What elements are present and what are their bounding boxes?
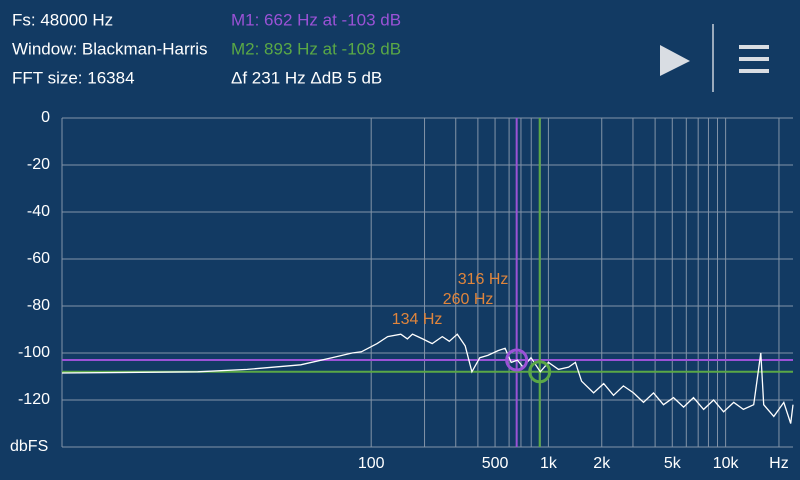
delta-readout: Δf 231 Hz ΔdB 5 dB <box>231 68 382 87</box>
menu-icon-bar[interactable] <box>739 45 769 49</box>
peak-label: 316 Hz <box>458 271 509 288</box>
fft-size-readout: FFT size: 16384 <box>12 68 135 87</box>
x-tick-label: 5k <box>664 455 682 472</box>
menu-icon-bar[interactable] <box>739 57 769 61</box>
peak-label: 134 Hz <box>392 311 443 328</box>
peak-label: 260 Hz <box>443 291 494 308</box>
y-tick-label: -120 <box>18 391 50 408</box>
x-tick-label: 100 <box>358 455 385 472</box>
marker-circle <box>528 360 552 384</box>
x-tick-label: 10k <box>713 455 740 472</box>
x-tick-label: Hz <box>769 455 789 472</box>
y-tick-label: -80 <box>27 297 50 314</box>
x-tick-label: 2k <box>593 455 611 472</box>
y-tick-label: -40 <box>27 203 50 220</box>
x-tick-label: 500 <box>482 455 509 472</box>
window-readout: Window: Blackman-Harris <box>12 39 208 58</box>
y-axis-label: dbFS <box>10 438 48 455</box>
marker-circle <box>505 348 529 372</box>
menu-button[interactable] <box>730 35 778 85</box>
marker1-readout: M1: 662 Hz at -103 dB <box>231 10 401 29</box>
marker2-readout: M2: 893 Hz at -108 dB <box>231 39 401 58</box>
y-tick-label: -100 <box>18 344 50 361</box>
play-button[interactable] <box>645 30 695 90</box>
menu-icon-bar[interactable] <box>739 69 769 73</box>
x-tick-label: 1k <box>540 455 558 472</box>
y-tick-label: -60 <box>27 250 50 267</box>
fs-readout: Fs: 48000 Hz <box>12 10 113 29</box>
y-tick-label: -20 <box>27 156 50 173</box>
y-tick-label: 0 <box>41 109 50 126</box>
play-icon[interactable] <box>660 45 690 76</box>
spectrum-line <box>61 333 794 424</box>
